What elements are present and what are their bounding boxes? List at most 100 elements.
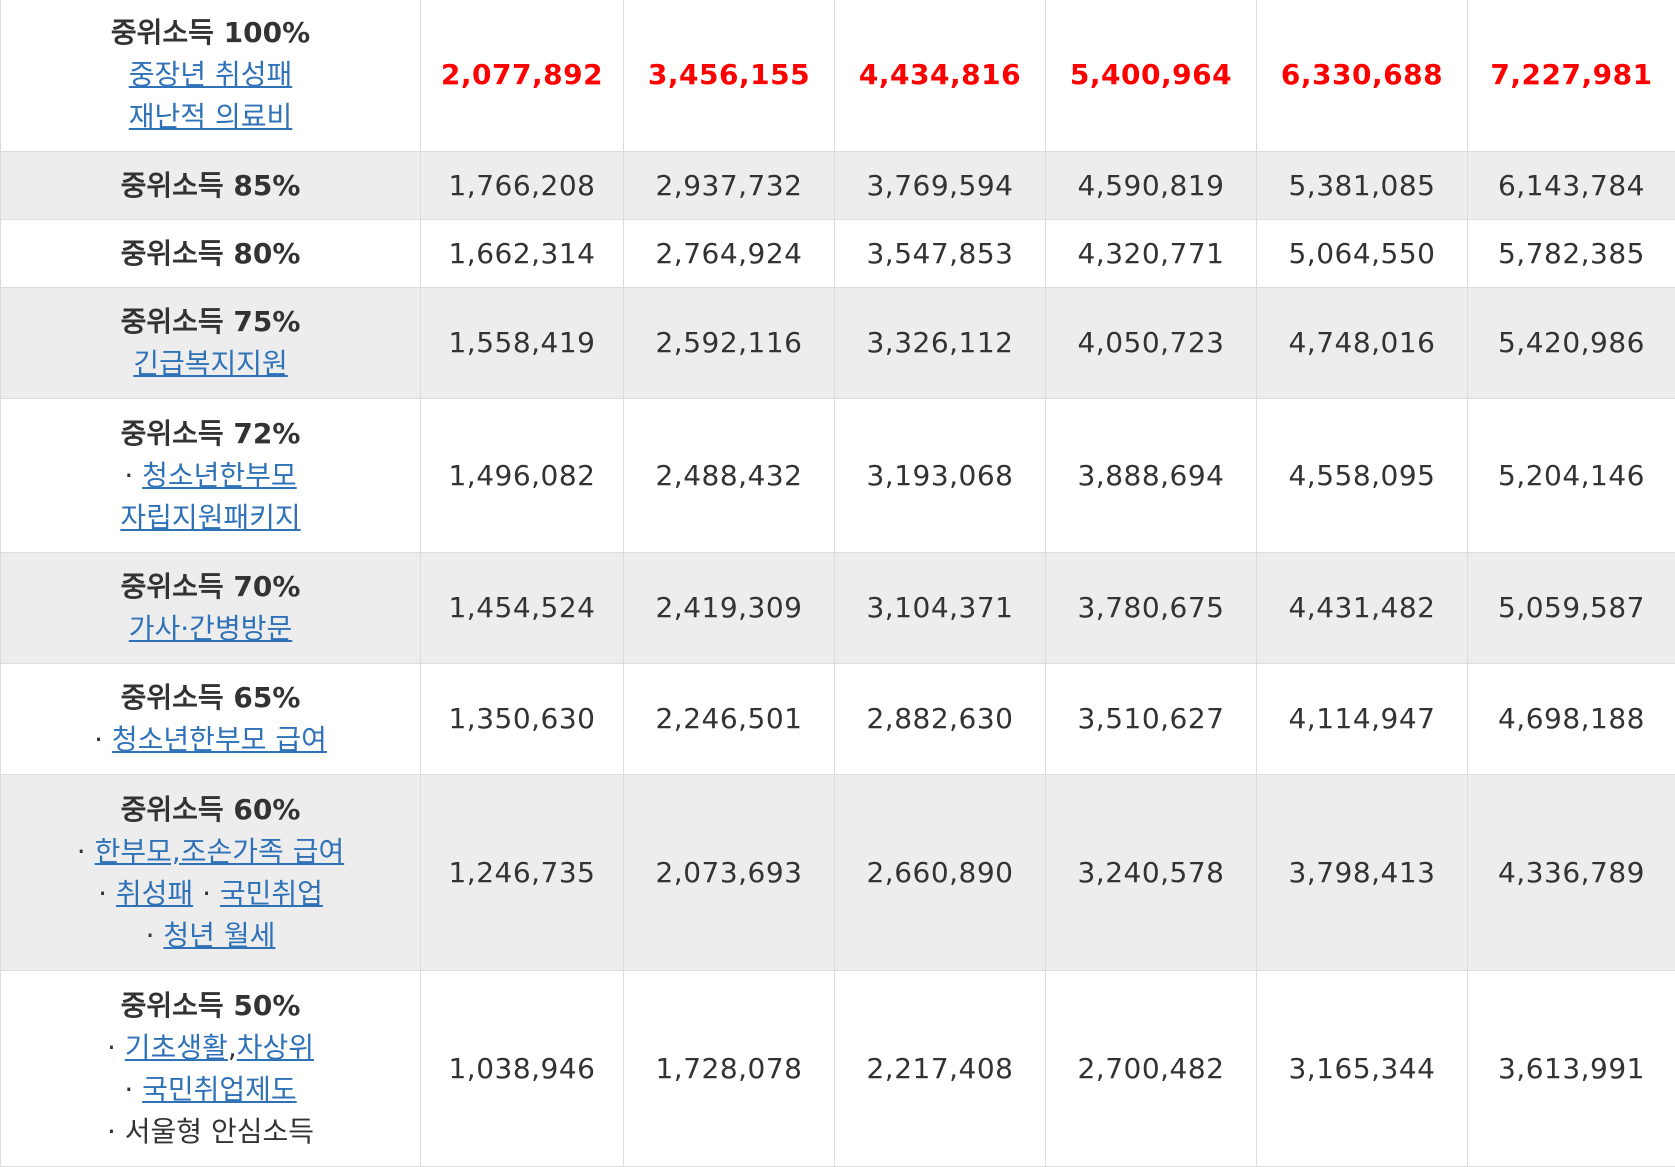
value-cell: 2,764,924 [624,220,835,288]
value-cell: 3,510,627 [1046,664,1257,775]
program-link[interactable]: 국민취업 [220,877,323,910]
program-line: 재난적 의료비 [1,96,420,138]
program-line: · 청년 월세 [1,915,420,957]
tier-label: 중위소득 80% [1,233,420,275]
table-row: 중위소득 65%· 청소년한부모 급여 1,350,630 2,246,501 … [1,664,1675,775]
program-link[interactable]: 가사·간병방문 [129,612,292,645]
value-cell: 2,419,309 [624,553,835,664]
value-cell: 1,496,082 [421,399,624,553]
program-link[interactable]: 청소년한부모 급여 [112,723,327,756]
value-cell: 4,050,723 [1046,288,1257,399]
value-cell: 1,662,314 [421,220,624,288]
value-cell: 5,381,085 [1257,152,1468,220]
program-line: 자립지원패키지 [1,497,420,539]
program-line: 중장년 취성패 [1,54,420,96]
value-cell: 3,165,344 [1257,971,1468,1167]
value-cell: 2,077,892 [421,0,624,152]
value-cell: 4,431,482 [1257,553,1468,664]
table-row: 중위소득 50%· 기초생활,차상위· 국민취업제도· 서울형 안심소득 1,0… [1,971,1675,1167]
tier-cell: 중위소득 75% 긴급복지지원 [1,288,421,399]
value-cell: 2,073,693 [624,775,835,971]
value-cell: 5,782,385 [1468,220,1675,288]
program-text: · [124,459,142,492]
value-cell: 2,660,890 [835,775,1046,971]
tier-cell: 중위소득 70% 가사·간병방문 [1,553,421,664]
value-cell: 3,798,413 [1257,775,1468,971]
value-cell: 3,888,694 [1046,399,1257,553]
value-cell: 4,698,188 [1468,664,1675,775]
tier-cell: 중위소득 65%· 청소년한부모 급여 [1,664,421,775]
tier-label: 중위소득 75% [1,301,420,343]
program-text: · [124,1073,142,1106]
tier-cell: 중위소득 50%· 기초생활,차상위· 국민취업제도· 서울형 안심소득 [1,971,421,1167]
value-cell: 6,143,784 [1468,152,1675,220]
tier-label: 중위소득 72% [1,413,420,455]
program-line: · 청소년한부모 급여 [1,719,420,761]
program-line: · 서울형 안심소득 [1,1111,420,1153]
tier-cell: 중위소득 80% [1,220,421,288]
program-link[interactable]: 자립지원패키지 [120,501,300,534]
program-link[interactable]: 긴급복지지원 [133,347,288,380]
value-cell: 3,326,112 [835,288,1046,399]
value-cell: 1,350,630 [421,664,624,775]
value-cell: 5,420,986 [1468,288,1675,399]
value-cell: 5,064,550 [1257,220,1468,288]
table-row: 중위소득 75% 긴급복지지원 1,558,419 2,592,116 3,326… [1,288,1675,399]
value-cell: 3,780,675 [1046,553,1257,664]
value-cell: 1,038,946 [421,971,624,1167]
program-text: · [77,835,95,868]
program-link[interactable]: 한부모,조손가족 급여 [95,835,345,868]
value-cell: 4,336,789 [1468,775,1675,971]
value-cell: 4,320,771 [1046,220,1257,288]
program-line: · 취성패 · 국민취업 [1,873,420,915]
value-cell: 2,882,630 [835,664,1046,775]
program-text: · [98,877,116,910]
program-link[interactable]: 청년 월세 [163,919,275,952]
tier-label: 중위소득 85% [1,165,420,207]
value-cell: 2,488,432 [624,399,835,553]
program-link[interactable]: 청소년한부모 [142,459,297,492]
program-line: · 국민취업제도 [1,1069,420,1111]
tier-label: 중위소득 100% [1,12,420,54]
tier-cell: 중위소득 85% [1,152,421,220]
program-line: · 청소년한부모 [1,455,420,497]
value-cell: 1,728,078 [624,971,835,1167]
program-link[interactable]: 차상위 [237,1031,314,1064]
value-cell: 4,748,016 [1257,288,1468,399]
value-cell: 2,592,116 [624,288,835,399]
program-link[interactable]: 중장년 취성패 [129,58,292,91]
program-link[interactable]: 기초생활 [125,1031,228,1064]
value-cell: 1,558,419 [421,288,624,399]
value-cell: 5,204,146 [1468,399,1675,553]
value-cell: 4,114,947 [1257,664,1468,775]
value-cell: 2,937,732 [624,152,835,220]
value-cell: 4,558,095 [1257,399,1468,553]
program-text: , [228,1031,237,1064]
value-cell: 7,227,981 [1468,0,1675,152]
value-cell: 1,454,524 [421,553,624,664]
tier-label: 중위소득 70% [1,566,420,608]
program-line: 긴급복지지원 [1,343,420,385]
program-text: · [193,877,220,910]
program-link[interactable]: 취성패 [116,877,193,910]
value-cell: 5,059,587 [1468,553,1675,664]
tier-label: 중위소득 60% [1,789,420,831]
value-cell: 2,217,408 [835,971,1046,1167]
value-cell: 4,434,816 [835,0,1046,152]
table-row: 중위소득 70%가사·간병방문 1,454,524 2,419,309 3,10… [1,553,1675,664]
value-cell: 4,590,819 [1046,152,1257,220]
program-text: · [107,1031,125,1064]
value-cell: 3,769,594 [835,152,1046,220]
program-text: · 서울형 안심소득 [107,1115,314,1148]
table-row: 중위소득 85% 1,766,208 2,937,732 3,769,594 4… [1,152,1675,220]
program-line: · 기초생활,차상위 [1,1027,420,1069]
tier-cell: 중위소득 60%· 한부모,조손가족 급여· 취성패 · 국민취업· 청년 월세 [1,775,421,971]
program-link[interactable]: 국민취업제도 [142,1073,297,1106]
value-cell: 3,613,991 [1468,971,1675,1167]
program-link[interactable]: 재난적 의료비 [129,100,292,133]
program-line: · 한부모,조손가족 급여 [1,831,420,873]
